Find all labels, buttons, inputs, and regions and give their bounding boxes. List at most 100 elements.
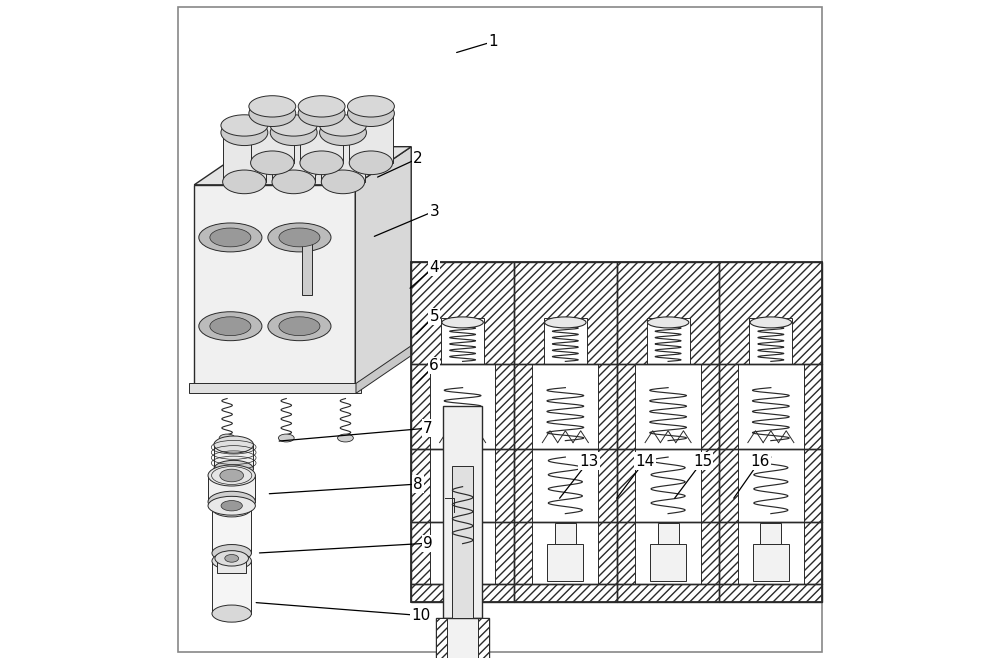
Bar	[495, 449, 514, 521]
Ellipse shape	[320, 115, 366, 136]
Bar	[617, 449, 635, 521]
Polygon shape	[355, 147, 411, 386]
Ellipse shape	[220, 469, 244, 482]
Bar	[719, 364, 738, 449]
Text: 4: 4	[429, 260, 439, 275]
Ellipse shape	[279, 228, 320, 247]
Ellipse shape	[210, 228, 251, 247]
Ellipse shape	[249, 100, 296, 127]
Bar	[349, 113, 393, 163]
Bar	[719, 262, 822, 364]
Bar	[302, 235, 312, 295]
Bar	[441, 318, 484, 364]
Ellipse shape	[298, 100, 345, 127]
Bar	[760, 523, 781, 544]
Bar	[617, 584, 719, 602]
Ellipse shape	[270, 115, 317, 136]
Ellipse shape	[214, 436, 253, 453]
Bar	[804, 449, 822, 521]
Polygon shape	[356, 345, 412, 393]
Bar	[411, 262, 822, 602]
Bar	[194, 185, 355, 386]
Text: 13: 13	[579, 453, 598, 469]
Text: 10: 10	[411, 608, 431, 623]
Ellipse shape	[212, 605, 251, 622]
Ellipse shape	[321, 170, 365, 194]
Bar	[478, 617, 489, 659]
Ellipse shape	[300, 151, 343, 175]
Bar	[514, 584, 617, 602]
Ellipse shape	[212, 544, 251, 561]
Ellipse shape	[349, 151, 393, 175]
Text: 16: 16	[750, 453, 769, 469]
Bar	[719, 584, 822, 602]
Bar	[411, 584, 514, 602]
Bar	[411, 521, 430, 584]
Bar	[208, 476, 255, 501]
Text: 5: 5	[429, 309, 439, 324]
Text: 3: 3	[429, 204, 439, 219]
Bar	[617, 364, 635, 449]
Ellipse shape	[279, 317, 320, 335]
Text: 8: 8	[413, 476, 423, 492]
Bar	[411, 364, 430, 449]
Bar	[514, 449, 532, 521]
Ellipse shape	[221, 115, 268, 136]
Bar	[214, 445, 253, 469]
Bar	[223, 132, 266, 182]
Bar	[647, 318, 690, 364]
Bar	[514, 364, 532, 449]
Text: 9: 9	[423, 536, 433, 551]
Ellipse shape	[320, 119, 366, 146]
Ellipse shape	[225, 554, 239, 562]
Text: 2: 2	[413, 151, 423, 166]
Ellipse shape	[221, 501, 242, 511]
Ellipse shape	[268, 223, 331, 252]
Bar	[617, 584, 719, 602]
Bar	[452, 523, 473, 544]
Ellipse shape	[208, 465, 255, 486]
Bar	[658, 523, 679, 544]
Ellipse shape	[215, 551, 248, 566]
Bar	[598, 364, 617, 449]
Bar	[452, 465, 473, 617]
Bar	[701, 364, 719, 449]
Ellipse shape	[348, 100, 394, 127]
Text: 14: 14	[635, 453, 654, 469]
Bar	[445, 544, 481, 581]
Bar	[495, 364, 514, 449]
Bar	[650, 544, 686, 581]
Bar	[189, 384, 361, 393]
Text: 7: 7	[423, 420, 432, 436]
Bar	[411, 262, 514, 364]
Bar	[321, 132, 365, 182]
Ellipse shape	[223, 170, 266, 194]
Ellipse shape	[212, 552, 251, 569]
Bar	[411, 262, 514, 364]
Bar	[411, 584, 514, 602]
Bar	[617, 262, 719, 364]
Ellipse shape	[268, 312, 331, 341]
Ellipse shape	[208, 496, 255, 515]
Bar	[617, 262, 719, 364]
Bar	[212, 561, 251, 614]
Bar	[411, 449, 430, 521]
Ellipse shape	[208, 491, 255, 512]
Ellipse shape	[221, 119, 268, 146]
Ellipse shape	[212, 500, 251, 517]
Ellipse shape	[750, 317, 792, 328]
Ellipse shape	[249, 96, 296, 117]
Bar	[300, 113, 343, 163]
Bar	[719, 584, 822, 602]
Ellipse shape	[647, 317, 689, 328]
Bar	[804, 521, 822, 584]
Ellipse shape	[251, 151, 294, 175]
Bar	[514, 521, 532, 584]
Bar	[544, 318, 587, 364]
Bar	[555, 523, 576, 544]
Bar	[598, 449, 617, 521]
Bar	[701, 521, 719, 584]
Polygon shape	[194, 147, 411, 185]
Bar	[436, 617, 489, 659]
Ellipse shape	[298, 96, 345, 117]
